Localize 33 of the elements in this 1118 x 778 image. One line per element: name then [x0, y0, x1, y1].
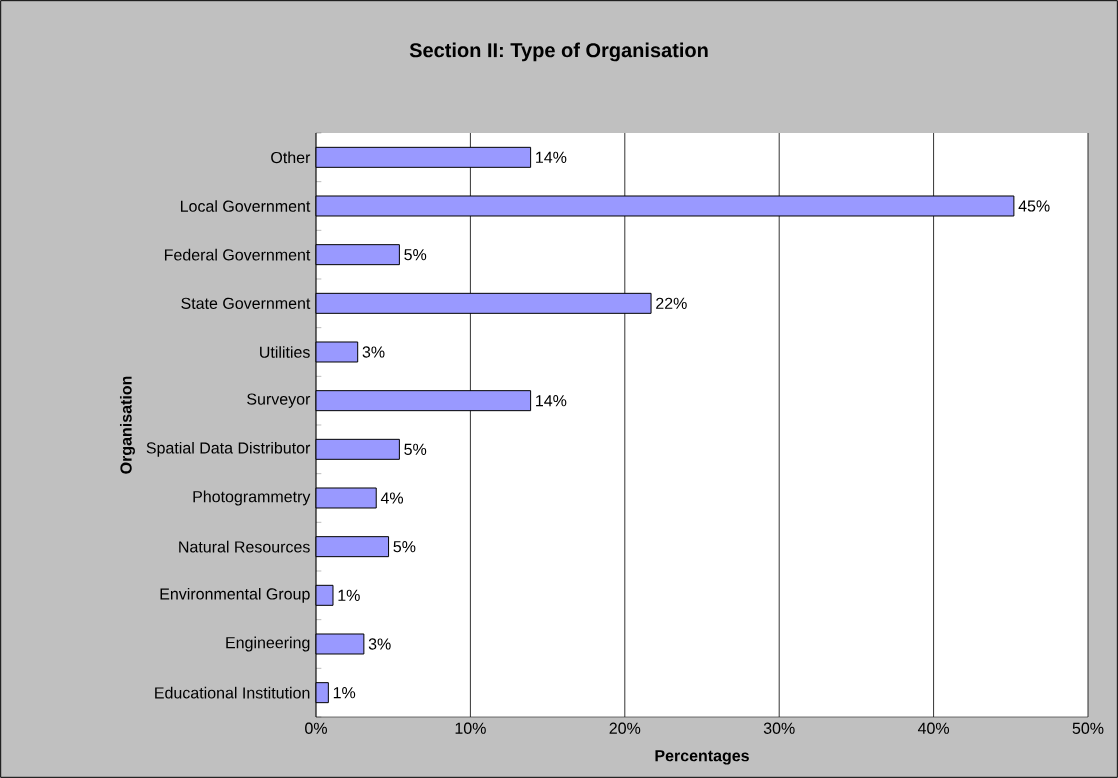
y-tick-label: Other — [271, 151, 311, 164]
y-tick-label: Environmental Group — [160, 587, 310, 603]
data-label: 3% — [368, 638, 391, 650]
chart-title: Section II: Type of Organisation — [409, 42, 708, 62]
y-tick-label: Surveyor — [247, 393, 311, 408]
x-tick-label: 10% — [455, 722, 486, 734]
y-tick-label: Local Government — [180, 200, 311, 212]
y-tick-label: State Government — [181, 297, 311, 309]
x-axis-title: Percentages — [655, 750, 749, 765]
x-tick-label: 40% — [917, 722, 950, 734]
data-label: 14% — [536, 151, 567, 163]
y-tick-label: Educational Institution — [155, 686, 310, 699]
data-label: 5% — [404, 249, 427, 261]
x-tick-label: 30% — [763, 722, 795, 734]
x-tick-label: 0% — [305, 722, 327, 734]
y-tick-label: Engineering — [226, 636, 310, 652]
y-tick-label: Spatial Data Distributor — [146, 441, 311, 457]
y-tick-label: Utilities — [260, 346, 310, 358]
data-label: 1% — [333, 687, 356, 699]
x-tick-label: 20% — [609, 722, 641, 734]
data-label: 45% — [1018, 200, 1050, 212]
data-label: 5% — [393, 541, 416, 553]
x-tick-label: 50% — [1072, 722, 1104, 734]
y-axis-title: Organisation — [119, 376, 135, 474]
data-label: 5% — [404, 443, 427, 455]
y-tick-label: Photogrammetry — [193, 490, 311, 506]
data-label: 22% — [656, 297, 687, 309]
data-label: 3% — [362, 346, 385, 358]
y-tick-label: Federal Government — [164, 248, 311, 261]
data-label: 4% — [380, 492, 404, 504]
data-label: 1% — [338, 589, 360, 601]
y-tick-label: Natural Resources — [179, 540, 310, 553]
data-label: 14% — [536, 395, 567, 407]
